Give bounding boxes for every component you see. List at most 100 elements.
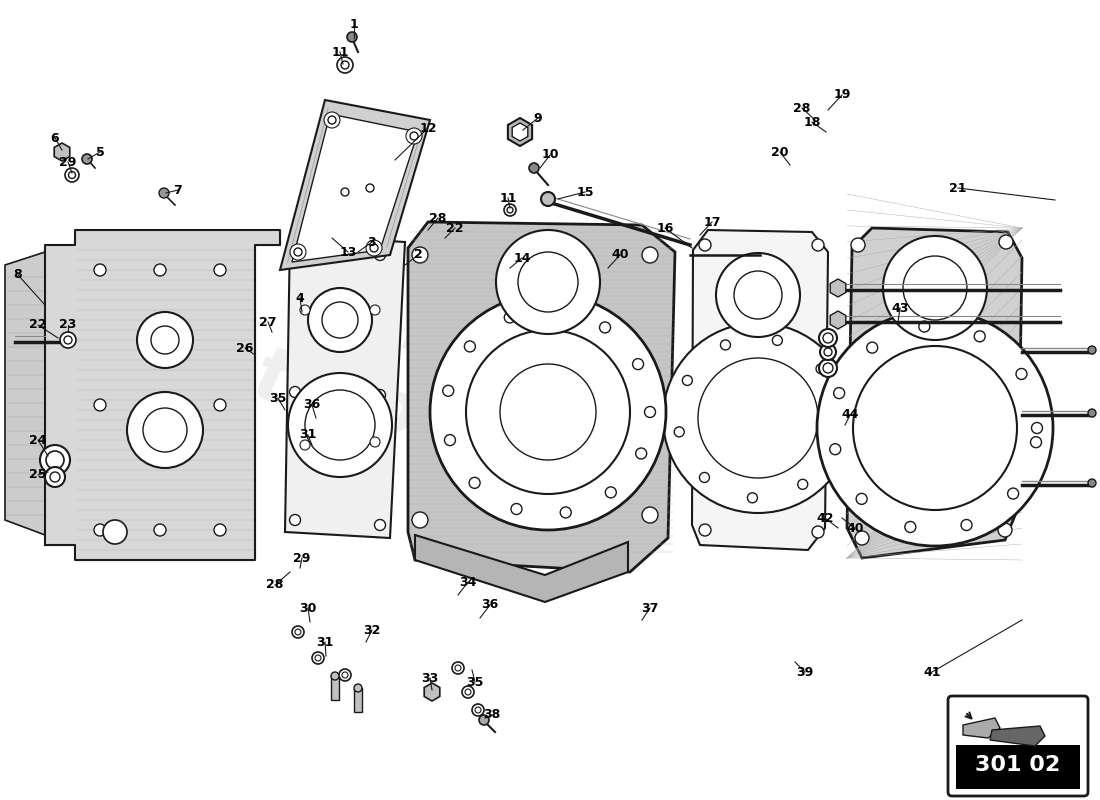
Polygon shape <box>280 100 430 270</box>
Text: 12: 12 <box>419 122 437 134</box>
Text: 40: 40 <box>846 522 864 534</box>
Circle shape <box>975 331 986 342</box>
Polygon shape <box>508 118 532 146</box>
Text: 41: 41 <box>923 666 940 678</box>
Circle shape <box>700 473 710 482</box>
Polygon shape <box>990 726 1045 746</box>
Text: 15: 15 <box>576 186 594 198</box>
Circle shape <box>856 494 867 504</box>
Circle shape <box>816 364 826 374</box>
Circle shape <box>500 364 596 460</box>
Circle shape <box>412 512 428 528</box>
Polygon shape <box>425 683 440 701</box>
Circle shape <box>339 669 351 681</box>
Text: 25: 25 <box>30 469 46 482</box>
Circle shape <box>529 163 539 173</box>
Text: 38: 38 <box>483 709 500 722</box>
Text: 36: 36 <box>482 598 498 611</box>
Circle shape <box>504 204 516 216</box>
Text: 28: 28 <box>266 578 284 591</box>
Circle shape <box>294 248 302 256</box>
Circle shape <box>1031 437 1042 448</box>
Circle shape <box>636 448 647 459</box>
Circle shape <box>1032 422 1043 434</box>
Polygon shape <box>830 279 846 297</box>
Circle shape <box>452 662 464 674</box>
Text: 27: 27 <box>260 315 277 329</box>
Circle shape <box>126 392 204 468</box>
Circle shape <box>214 399 225 411</box>
Circle shape <box>812 239 824 251</box>
Text: 8: 8 <box>13 269 22 282</box>
Polygon shape <box>692 230 828 550</box>
Circle shape <box>290 244 306 260</box>
Polygon shape <box>962 718 1000 738</box>
Text: 28: 28 <box>429 211 447 225</box>
Circle shape <box>698 358 818 478</box>
Text: 14: 14 <box>514 251 530 265</box>
Circle shape <box>512 503 522 514</box>
Circle shape <box>1088 346 1096 354</box>
Circle shape <box>300 440 310 450</box>
Circle shape <box>308 288 372 352</box>
Circle shape <box>518 252 578 312</box>
Circle shape <box>151 326 179 354</box>
Circle shape <box>341 61 349 69</box>
Text: 301 02: 301 02 <box>976 755 1060 775</box>
Circle shape <box>918 321 930 332</box>
Circle shape <box>698 239 711 251</box>
Text: 30: 30 <box>299 602 317 614</box>
Circle shape <box>465 689 471 695</box>
Bar <box>956 745 1080 789</box>
Text: 7: 7 <box>174 183 183 197</box>
Circle shape <box>903 256 967 320</box>
Circle shape <box>94 399 106 411</box>
Circle shape <box>829 438 839 448</box>
Circle shape <box>961 519 972 530</box>
Text: 37: 37 <box>641 602 659 614</box>
Circle shape <box>1008 488 1019 499</box>
Circle shape <box>154 264 166 276</box>
Circle shape <box>674 427 684 437</box>
Polygon shape <box>513 123 528 141</box>
Circle shape <box>817 310 1053 546</box>
Circle shape <box>469 478 480 488</box>
Text: 28: 28 <box>793 102 811 114</box>
Circle shape <box>905 522 916 533</box>
Circle shape <box>40 445 70 475</box>
Circle shape <box>346 32 358 42</box>
Circle shape <box>337 57 353 73</box>
Polygon shape <box>285 235 405 538</box>
Text: 43: 43 <box>891 302 909 314</box>
Circle shape <box>504 312 515 323</box>
Text: 35: 35 <box>466 675 484 689</box>
Text: 19: 19 <box>834 89 850 102</box>
FancyBboxPatch shape <box>948 696 1088 796</box>
Text: 40: 40 <box>612 249 629 262</box>
Circle shape <box>772 335 782 346</box>
Circle shape <box>370 437 379 447</box>
Text: 11: 11 <box>331 46 349 58</box>
Circle shape <box>698 524 711 536</box>
Circle shape <box>295 629 301 635</box>
Circle shape <box>478 715 490 725</box>
Circle shape <box>1088 479 1096 487</box>
Circle shape <box>1016 369 1027 379</box>
Circle shape <box>300 305 310 315</box>
Circle shape <box>374 390 385 401</box>
Circle shape <box>560 507 571 518</box>
Polygon shape <box>331 676 339 700</box>
Circle shape <box>370 305 379 315</box>
Circle shape <box>370 244 378 252</box>
Circle shape <box>851 238 865 252</box>
Circle shape <box>331 672 339 680</box>
Text: 16: 16 <box>657 222 673 234</box>
Circle shape <box>374 519 385 530</box>
Circle shape <box>553 305 564 316</box>
Circle shape <box>305 390 375 460</box>
Text: 44: 44 <box>842 409 859 422</box>
Circle shape <box>324 112 340 128</box>
Text: 22: 22 <box>447 222 464 234</box>
Circle shape <box>374 250 385 261</box>
Polygon shape <box>54 143 69 161</box>
